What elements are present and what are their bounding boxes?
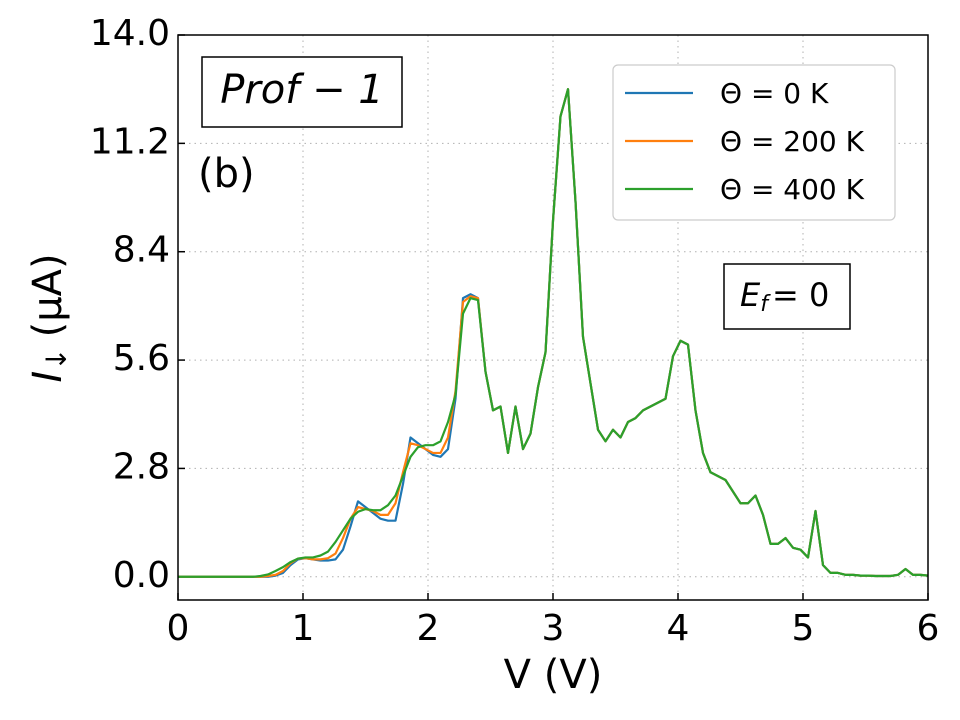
legend-label: Θ = 200 K (720, 125, 865, 158)
plot-frame (177, 34, 929, 601)
energy-text: = 0 (772, 276, 829, 314)
profile-label: Prof − 1 (220, 67, 384, 113)
panel-label: (b) (198, 151, 255, 197)
x-tick-label: 0 (167, 608, 190, 649)
x-tick-label: 5 (792, 608, 815, 649)
series-line (178, 88, 929, 578)
profile-box (201, 56, 403, 128)
energy-subscript: f (760, 292, 771, 317)
y-tick-label: 14.0 (90, 13, 170, 54)
x-tick-label: 2 (417, 608, 440, 649)
x-tick-label: 4 (667, 608, 690, 649)
y-axis-label: I↓ (μA) (25, 253, 73, 382)
x-tick-label: 6 (917, 608, 940, 649)
x-tick-label: 1 (292, 608, 315, 649)
plot-layer: 0.0 2.8 5.6 8.4 11.2 14.0 0 1 2 3 4 5 6 Θ = 0 K Θ = 20… (90, 13, 940, 649)
energy-symbol: E (740, 276, 761, 314)
x-axis-label: V (V) (504, 652, 603, 698)
y-tick-label: 2.8 (113, 446, 170, 487)
y-label-unit: (μA) (25, 253, 71, 337)
y-tick-label: 0.0 (113, 555, 170, 596)
legend-label: Θ = 400 K (720, 173, 865, 206)
energy-label: Ef = 0 (740, 276, 829, 317)
legend-box (612, 64, 896, 221)
legend-label: Θ = 0 K (720, 77, 829, 110)
y-tick-label: 5.6 (113, 338, 170, 379)
x-tick-label: 3 (542, 608, 565, 649)
y-tick-label: 8.4 (113, 230, 170, 271)
y-tick-label: 11.2 (90, 121, 170, 162)
energy-box (723, 263, 851, 330)
y-label-subscript: ↓ (40, 347, 73, 370)
y-label-symbol: I (25, 371, 71, 383)
